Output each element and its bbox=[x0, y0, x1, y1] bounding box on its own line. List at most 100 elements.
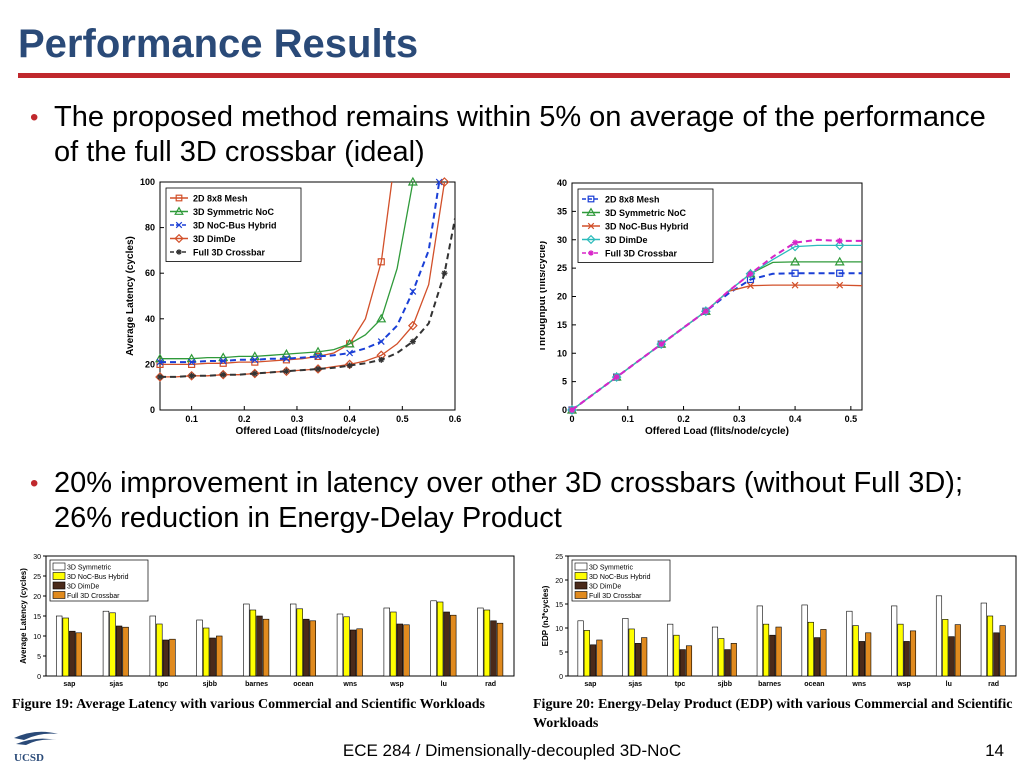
bar bbox=[430, 600, 437, 677]
category-label: sap bbox=[584, 681, 596, 688]
series-line-0 bbox=[160, 182, 393, 366]
data-point bbox=[407, 176, 418, 186]
legend-label: 3D DimDe bbox=[605, 235, 648, 245]
bar bbox=[109, 612, 116, 677]
series-line-2 bbox=[160, 182, 441, 364]
data-point bbox=[376, 313, 387, 323]
bar bbox=[390, 611, 397, 677]
y-axis-label: Average Latency (cycles) bbox=[125, 236, 136, 356]
legend-label: 3D DimDe bbox=[67, 584, 99, 591]
bar bbox=[814, 637, 821, 677]
bar bbox=[289, 603, 297, 677]
data-point bbox=[281, 366, 292, 377]
x-tick-label: 0.2 bbox=[677, 414, 690, 424]
data-point bbox=[346, 362, 353, 369]
category-label: wsp bbox=[389, 681, 404, 688]
bar bbox=[443, 611, 450, 677]
bar bbox=[122, 626, 129, 677]
category-label: sap bbox=[63, 681, 75, 688]
category-label: lu bbox=[946, 681, 952, 688]
bar bbox=[577, 620, 584, 677]
bar bbox=[942, 619, 949, 677]
bar bbox=[724, 649, 731, 677]
data-point bbox=[790, 256, 801, 266]
bullet-2-text: 20% improvement in latency over other 3D… bbox=[54, 467, 964, 534]
legend-marker bbox=[587, 222, 595, 230]
bar bbox=[296, 608, 303, 677]
legend-label: 3D Symmetric bbox=[589, 565, 633, 572]
y-tick-label: 5 bbox=[37, 654, 41, 661]
data-point bbox=[377, 338, 385, 346]
bar bbox=[628, 628, 635, 677]
data-point bbox=[313, 364, 323, 374]
bar bbox=[769, 634, 776, 677]
data-point bbox=[378, 356, 385, 363]
data-point bbox=[700, 306, 711, 317]
data-point bbox=[251, 370, 258, 377]
bar bbox=[679, 649, 686, 677]
bar bbox=[667, 623, 674, 677]
data-point bbox=[283, 368, 290, 375]
data-point bbox=[747, 282, 754, 290]
bar bbox=[897, 623, 904, 677]
bar bbox=[196, 619, 203, 677]
bar bbox=[718, 638, 725, 677]
category-label: tpc bbox=[675, 681, 686, 688]
legend-label: Full 3D Crossbar bbox=[193, 248, 266, 258]
y-tick-label: 10 bbox=[555, 626, 563, 633]
legend-label: 3D Symmetric NoC bbox=[193, 207, 275, 217]
legend-label: 3D DimDe bbox=[193, 234, 236, 244]
y-tick-label: 0 bbox=[150, 405, 155, 415]
category-label: ocean bbox=[293, 681, 313, 688]
bar bbox=[858, 641, 865, 677]
data-point bbox=[344, 338, 355, 348]
bar bbox=[775, 626, 782, 677]
data-point bbox=[218, 369, 229, 380]
y-tick-label: 5 bbox=[562, 377, 567, 387]
legend-swatch bbox=[574, 572, 588, 580]
bar bbox=[75, 632, 83, 677]
x-tick-label: 0.2 bbox=[238, 414, 251, 424]
data-point bbox=[441, 270, 448, 277]
bar bbox=[55, 615, 63, 677]
legend-label: 3D Symmetric bbox=[67, 565, 111, 572]
category-label: wsp bbox=[896, 681, 911, 688]
bar bbox=[102, 610, 110, 677]
data-point bbox=[834, 240, 845, 251]
series-line-4 bbox=[160, 218, 455, 378]
bar bbox=[590, 644, 597, 677]
latency-line-chart: 0.1 0.2 0.3 0.4 0.5 0.6 0 20 40 60 80 100 Offered Lo… bbox=[125, 176, 461, 437]
bar bbox=[852, 625, 859, 677]
y-tick-label: 0 bbox=[562, 405, 567, 415]
data-point bbox=[283, 355, 290, 363]
category-label: sjbb bbox=[718, 681, 732, 688]
bar bbox=[477, 607, 484, 677]
category-label: lu bbox=[441, 681, 447, 688]
x-tick-label: 0.3 bbox=[291, 414, 304, 424]
data-point bbox=[435, 178, 443, 186]
data-point bbox=[745, 268, 756, 279]
y-tick-label: 10 bbox=[557, 348, 567, 358]
bar bbox=[756, 605, 763, 677]
x-axis-label: Offered Load (flits/node/cycle) bbox=[645, 426, 789, 437]
category-label: barnes bbox=[758, 681, 781, 688]
y-tick-label: 40 bbox=[557, 178, 567, 188]
data-point bbox=[702, 308, 709, 315]
y-tick-label: 15 bbox=[555, 602, 563, 609]
data-point bbox=[314, 352, 322, 360]
bar bbox=[403, 624, 410, 677]
data-point bbox=[249, 368, 260, 379]
y-tick-label: 0 bbox=[37, 674, 41, 681]
bar bbox=[641, 637, 648, 677]
x-tick-label: 0.5 bbox=[396, 414, 409, 424]
y-tick-label: 35 bbox=[557, 206, 567, 216]
y-tick-label: 10 bbox=[33, 634, 41, 641]
page-number: 14 bbox=[985, 741, 1004, 760]
legend-box bbox=[577, 188, 714, 263]
title-divider bbox=[18, 73, 1010, 78]
bar bbox=[807, 621, 814, 677]
y-tick-label: 20 bbox=[555, 578, 563, 585]
category-label: barnes bbox=[245, 681, 268, 688]
bar bbox=[162, 639, 170, 677]
data-point bbox=[836, 269, 844, 277]
